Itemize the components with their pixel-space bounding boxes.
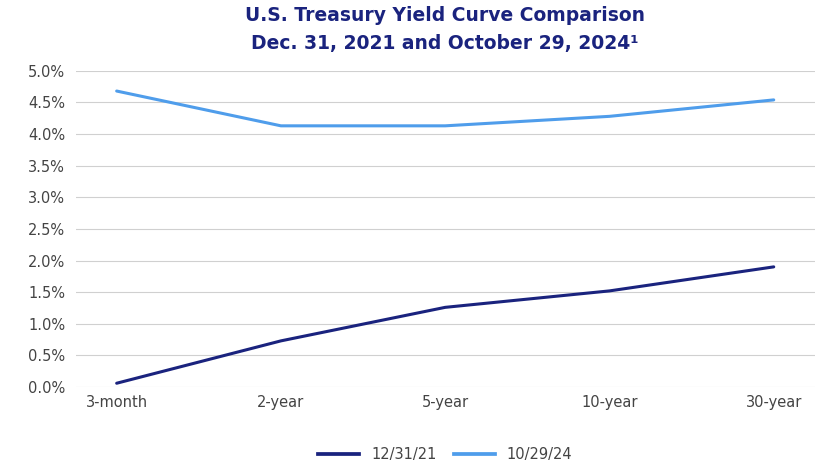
Legend: 12/31/21, 10/29/24: 12/31/21, 10/29/24: [312, 442, 578, 468]
Title: U.S. Treasury Yield Curve Comparison
Dec. 31, 2021 and October 29, 2024¹: U.S. Treasury Yield Curve Comparison Dec…: [245, 6, 645, 52]
